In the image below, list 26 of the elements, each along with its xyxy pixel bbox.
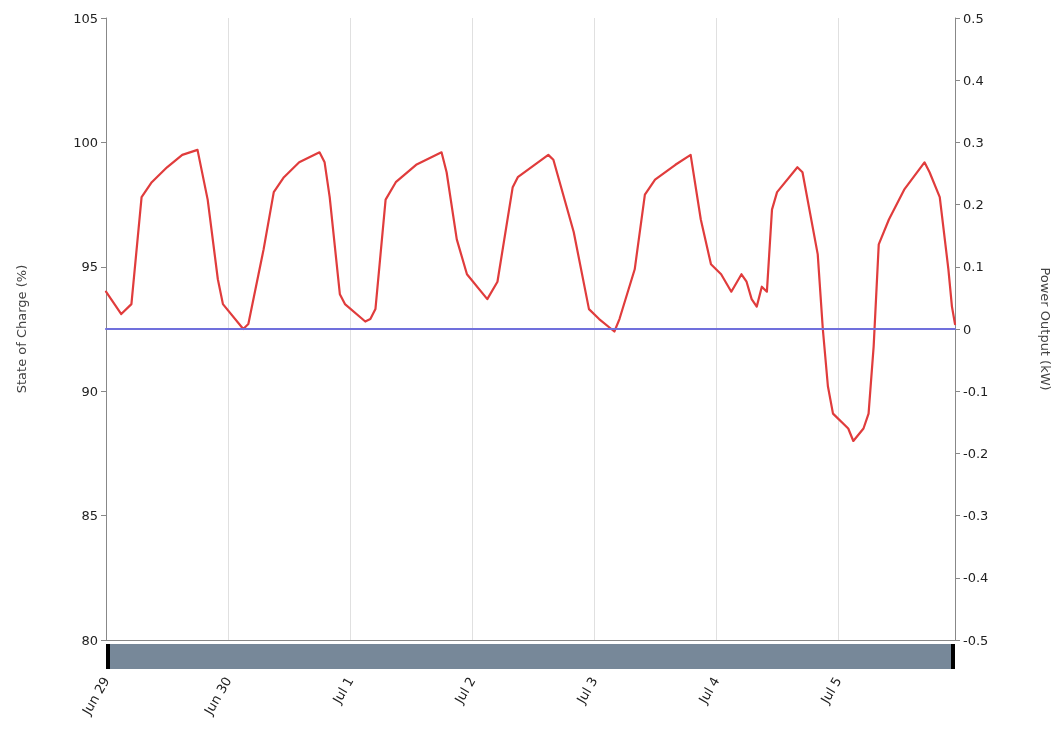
y2-tick-label: -0.2 [963, 445, 989, 461]
x-tick-label: Jul 3 [573, 674, 601, 707]
x-tick-label: Jun 30 [200, 674, 235, 719]
y-axis-title: State of Charge (%) [14, 264, 29, 394]
y2-tick-label: -0.4 [963, 570, 989, 586]
y2-tick-label: 0.4 [963, 72, 984, 88]
y2-tick-label: 0.5 [963, 10, 984, 26]
y2-tick-label: 0 [963, 321, 972, 337]
y2-tick-label: 0.1 [963, 259, 984, 275]
y-tick-label: 90 [81, 383, 98, 399]
y-tick-label: 100 [73, 134, 98, 150]
x-tick-label: Jul 1 [329, 674, 357, 707]
y-tick-label: 95 [81, 259, 98, 275]
y2-tick-label: -0.3 [963, 508, 989, 524]
x-tick-label: Jul 2 [451, 674, 479, 707]
y2-tick-label: 0.3 [963, 134, 984, 150]
y-tick-label: 80 [81, 632, 98, 648]
y-tick-label: 105 [73, 10, 98, 26]
y2-tick-label: -0.1 [963, 383, 989, 399]
y2-tick-label: -0.5 [963, 632, 989, 648]
y2-tick-label: 0.2 [963, 197, 984, 213]
x-tick-label: Jul 5 [817, 674, 845, 707]
y2-axis-title: Power Output (kW) [1038, 267, 1053, 391]
x-tick-label: Jun 29 [78, 674, 113, 719]
x-tick-label: Jul 4 [695, 674, 723, 707]
y-tick-label: 85 [81, 508, 98, 524]
